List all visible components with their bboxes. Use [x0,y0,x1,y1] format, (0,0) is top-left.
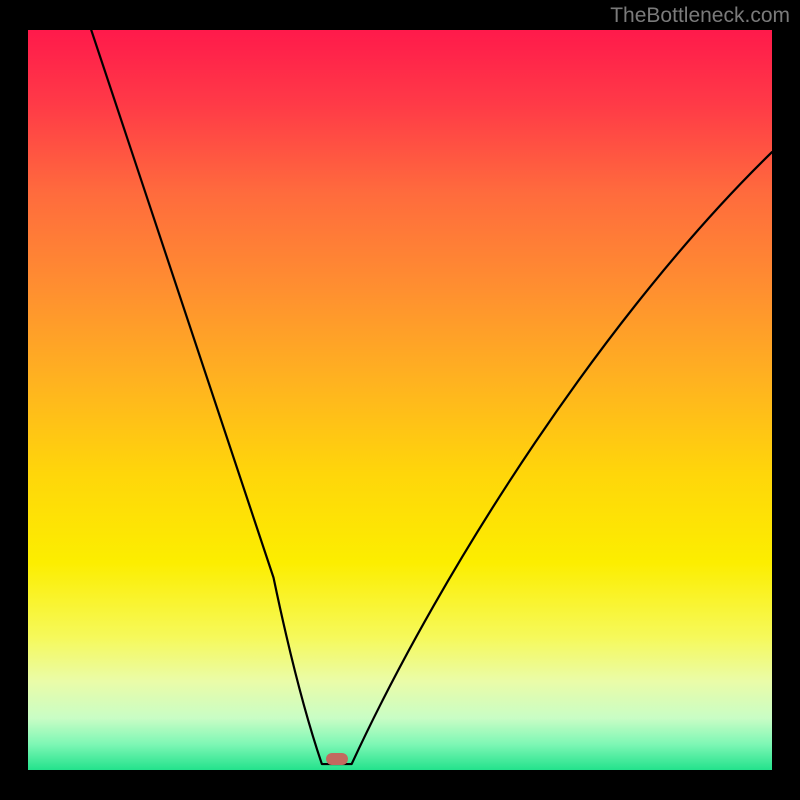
chart-container: TheBottleneck.com [0,0,800,800]
vertex-marker [326,753,348,765]
plot-area [28,30,772,770]
watermark-text: TheBottleneck.com [610,4,790,28]
bottleneck-curve [28,30,772,770]
